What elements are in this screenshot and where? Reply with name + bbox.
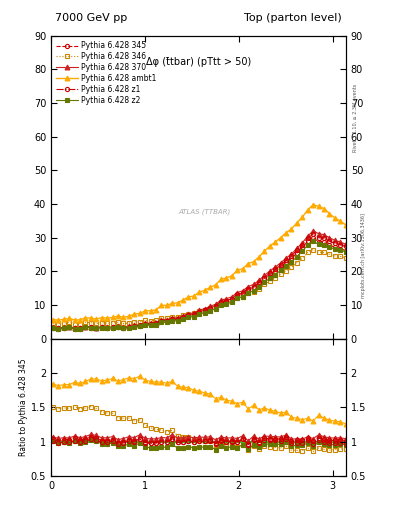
Pythia 6.428 370 [127, 324, 131, 330]
Pythia 6.428 346 [72, 321, 77, 327]
Pythia 6.428 345 [343, 247, 348, 253]
Pythia 6.428 346 [164, 315, 169, 321]
Pythia 6.428 346 [88, 319, 93, 326]
Pythia 6.428 z1 [338, 242, 343, 248]
Text: ATLAS (TTBAR): ATLAS (TTBAR) [178, 208, 230, 215]
Pythia 6.428 370 [51, 325, 55, 331]
Pythia 6.428 z1 [164, 317, 169, 324]
Pythia 6.428 345 [110, 325, 115, 331]
Pythia 6.428 ambt1 [88, 315, 93, 322]
Pythia 6.428 370 [338, 239, 343, 245]
Pythia 6.428 ambt1 [110, 314, 115, 321]
Pythia 6.428 346 [338, 253, 343, 260]
Pythia 6.428 z2 [338, 247, 343, 253]
Pythia 6.428 z1 [127, 324, 131, 330]
Pythia 6.428 ambt1 [164, 302, 169, 308]
Line: Pythia 6.428 370: Pythia 6.428 370 [51, 228, 348, 330]
Pythia 6.428 ambt1 [343, 222, 348, 228]
Pythia 6.428 z2 [127, 325, 131, 331]
Legend: Pythia 6.428 345, Pythia 6.428 346, Pythia 6.428 370, Pythia 6.428 ambt1, Pythia: Pythia 6.428 345, Pythia 6.428 346, Pyth… [55, 39, 158, 106]
Pythia 6.428 346 [311, 246, 316, 252]
Pythia 6.428 ambt1 [127, 313, 131, 319]
Pythia 6.428 z2 [72, 326, 77, 332]
Pythia 6.428 346 [343, 254, 348, 261]
Text: Rivet 3.1.10, ≥ 2.3M events: Rivet 3.1.10, ≥ 2.3M events [353, 83, 358, 152]
Pythia 6.428 z1 [110, 324, 115, 330]
Pythia 6.428 370 [56, 325, 61, 331]
Pythia 6.428 345 [51, 325, 55, 331]
Pythia 6.428 345 [311, 235, 316, 241]
Pythia 6.428 ambt1 [338, 218, 343, 224]
Pythia 6.428 345 [56, 326, 61, 332]
Pythia 6.428 346 [110, 320, 115, 326]
Pythia 6.428 z1 [321, 236, 326, 242]
Y-axis label: Ratio to Pythia 6.428 345: Ratio to Pythia 6.428 345 [19, 358, 28, 456]
Pythia 6.428 370 [88, 324, 93, 330]
Pythia 6.428 370 [311, 228, 316, 234]
Pythia 6.428 z2 [51, 325, 55, 331]
Pythia 6.428 345 [338, 246, 343, 252]
Pythia 6.428 z1 [51, 325, 55, 331]
Line: Pythia 6.428 346: Pythia 6.428 346 [51, 247, 348, 326]
Pythia 6.428 345 [164, 317, 169, 324]
Pythia 6.428 z2 [164, 319, 169, 325]
Pythia 6.428 345 [321, 239, 326, 245]
Line: Pythia 6.428 ambt1: Pythia 6.428 ambt1 [51, 202, 348, 323]
Pythia 6.428 ambt1 [321, 205, 326, 211]
Pythia 6.428 z2 [343, 249, 348, 255]
Pythia 6.428 z2 [311, 238, 316, 244]
Pythia 6.428 345 [88, 325, 93, 331]
Pythia 6.428 ambt1 [311, 202, 316, 208]
Pythia 6.428 370 [321, 231, 326, 238]
Pythia 6.428 370 [343, 241, 348, 247]
Pythia 6.428 z2 [321, 242, 326, 248]
Pythia 6.428 z1 [88, 324, 93, 330]
Text: mcplots.cern.ch [arXiv:1306.3436]: mcplots.cern.ch [arXiv:1306.3436] [361, 214, 366, 298]
Pythia 6.428 370 [110, 324, 115, 330]
Line: Pythia 6.428 z1: Pythia 6.428 z1 [51, 232, 348, 330]
Pythia 6.428 z2 [110, 325, 115, 331]
Pythia 6.428 346 [321, 249, 326, 255]
Pythia 6.428 z1 [311, 231, 316, 237]
Text: Δφ (t̄tbar) (pTtt > 50): Δφ (t̄tbar) (pTtt > 50) [146, 57, 251, 67]
Pythia 6.428 345 [127, 324, 131, 330]
Text: 7000 GeV pp: 7000 GeV pp [55, 13, 127, 23]
Pythia 6.428 z1 [72, 325, 77, 331]
Pythia 6.428 ambt1 [51, 316, 55, 323]
Text: Top (parton level): Top (parton level) [244, 13, 342, 23]
Pythia 6.428 z1 [343, 243, 348, 249]
Line: Pythia 6.428 345: Pythia 6.428 345 [51, 236, 348, 331]
Line: Pythia 6.428 z2: Pythia 6.428 z2 [51, 239, 348, 331]
Pythia 6.428 346 [51, 320, 55, 326]
Pythia 6.428 370 [164, 316, 169, 323]
Pythia 6.428 ambt1 [56, 317, 61, 323]
Pythia 6.428 z2 [88, 325, 93, 331]
Pythia 6.428 346 [127, 320, 131, 326]
